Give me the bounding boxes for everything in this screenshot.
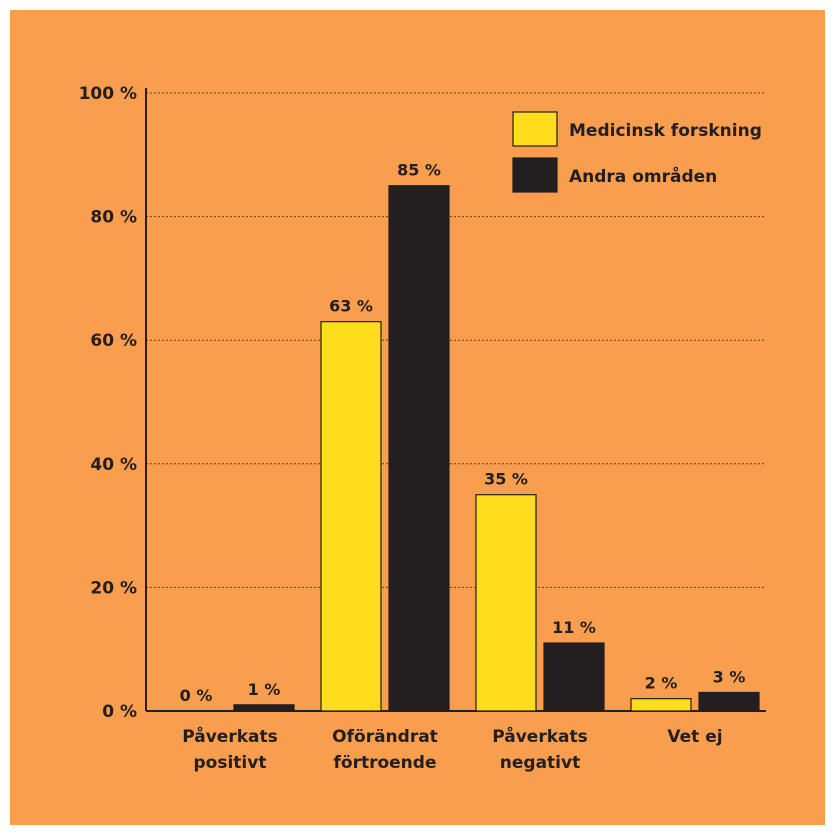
category-label: Oförändrat bbox=[332, 727, 438, 747]
bar bbox=[320, 321, 382, 712]
bar bbox=[630, 698, 692, 712]
y-tick-label: 0 % bbox=[102, 702, 137, 722]
y-tick-label: 80 % bbox=[90, 208, 137, 228]
bar bbox=[543, 642, 605, 712]
y-tick-label: 40 % bbox=[90, 455, 137, 475]
y-tick-label: 20 % bbox=[90, 578, 137, 598]
legend-label: Medicinsk forskning bbox=[569, 121, 762, 141]
data-label: 0 % bbox=[180, 686, 213, 705]
data-label: 35 % bbox=[484, 470, 528, 489]
category-label: Vet ej bbox=[667, 727, 722, 747]
data-label: 85 % bbox=[397, 161, 441, 180]
category-label: Påverkats bbox=[182, 725, 278, 747]
bar bbox=[388, 185, 450, 712]
bar bbox=[233, 704, 295, 712]
legend-swatch bbox=[512, 157, 558, 193]
bar bbox=[475, 494, 537, 712]
legend-swatch bbox=[512, 111, 558, 147]
bar bbox=[698, 691, 760, 712]
data-label: 63 % bbox=[329, 297, 373, 316]
category-label: Påverkats bbox=[492, 725, 588, 747]
y-tick-label: 100 % bbox=[79, 84, 137, 104]
data-label: 1 % bbox=[248, 680, 281, 699]
data-label: 11 % bbox=[552, 618, 596, 637]
category-label: förtroende bbox=[334, 753, 437, 773]
y-tick-label: 60 % bbox=[90, 331, 137, 351]
data-label: 2 % bbox=[645, 674, 678, 693]
category-label: positivt bbox=[194, 753, 267, 773]
data-label: 3 % bbox=[713, 667, 746, 686]
category-label: negativt bbox=[500, 753, 580, 773]
legend-label: Andra områden bbox=[569, 165, 717, 187]
